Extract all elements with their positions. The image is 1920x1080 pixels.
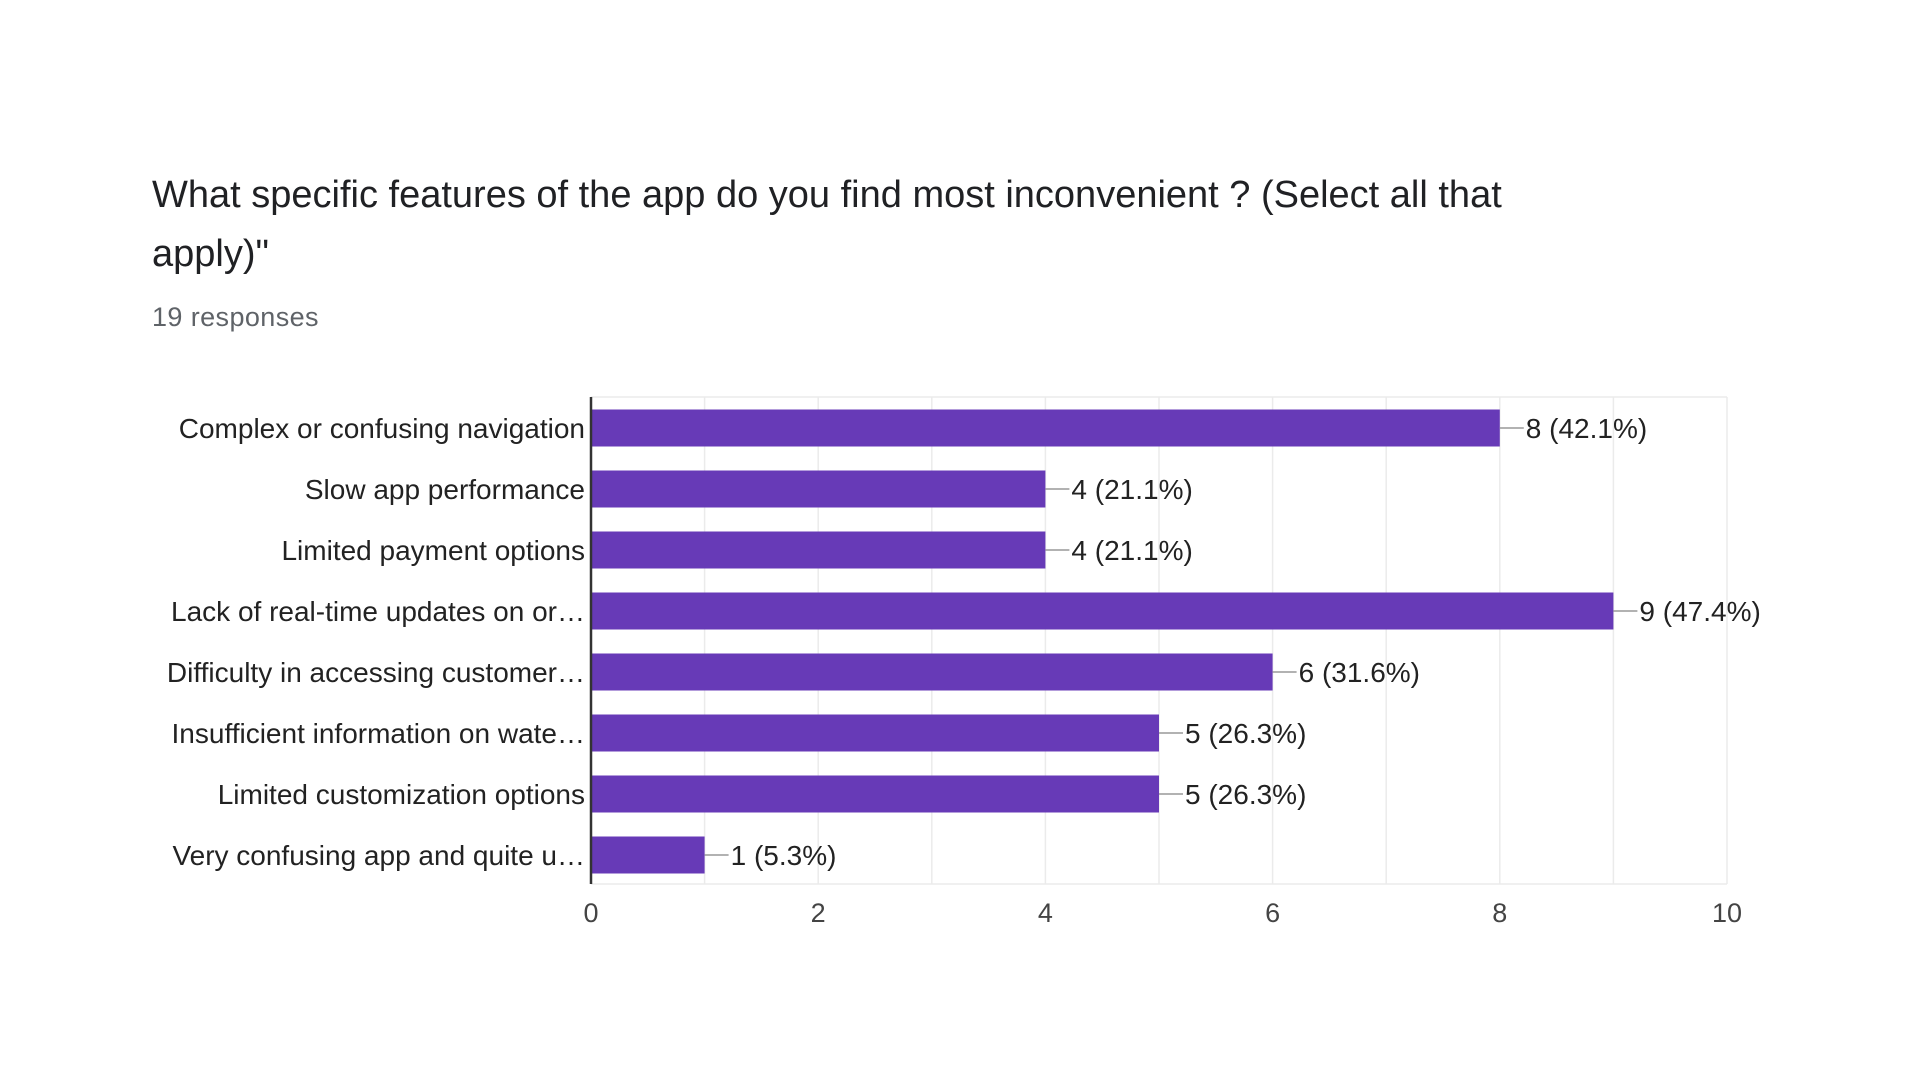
category-label: Lack of real-time updates on or… — [171, 596, 585, 627]
data-label: 4 (21.1%) — [1071, 535, 1192, 566]
x-tick-label: 4 — [1038, 898, 1053, 928]
data-label: 8 (42.1%) — [1526, 413, 1647, 444]
category-label: Insufficient information on wate… — [172, 718, 585, 749]
data-label: 6 (31.6%) — [1299, 657, 1420, 688]
bar — [591, 714, 1159, 752]
category-label: Limited payment options — [281, 535, 585, 566]
bar — [591, 775, 1159, 813]
category-label: Slow app performance — [305, 474, 585, 505]
category-label: Limited customization options — [218, 779, 585, 810]
data-label: 9 (47.4%) — [1639, 596, 1760, 627]
bar — [591, 470, 1046, 508]
bar — [591, 531, 1046, 569]
bar — [591, 653, 1273, 691]
bar — [591, 592, 1614, 630]
response-count: 19 responses — [152, 302, 319, 332]
question-title: What specific features of the app do you… — [152, 174, 1502, 275]
category-label: Complex or confusing navigation — [179, 413, 585, 444]
x-tick-label: 8 — [1492, 898, 1507, 928]
data-label: 1 (5.3%) — [731, 840, 837, 871]
x-tick-label: 6 — [1265, 898, 1280, 928]
data-label: 4 (21.1%) — [1071, 474, 1192, 505]
category-label: Difficulty in accessing customer… — [167, 657, 585, 688]
x-tick-label: 2 — [811, 898, 826, 928]
data-label: 5 (26.3%) — [1185, 779, 1306, 810]
category-label: Very confusing app and quite u… — [172, 840, 585, 871]
x-tick-label: 10 — [1712, 898, 1742, 928]
bar — [591, 836, 705, 874]
bar — [591, 409, 1500, 447]
data-label: 5 (26.3%) — [1185, 718, 1306, 749]
x-tick-label: 0 — [583, 898, 598, 928]
